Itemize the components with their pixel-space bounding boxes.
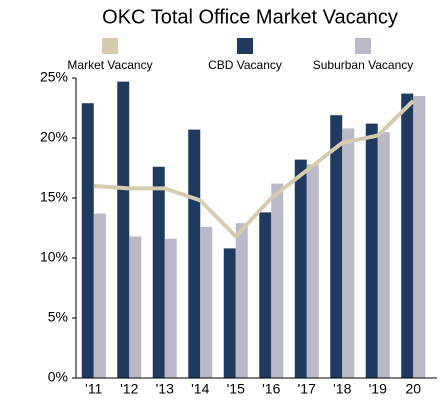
bar [188,129,201,378]
bar [235,223,248,378]
legend-label: Market Vacancy [67,58,152,72]
y-tick-label: 10% [40,249,68,265]
bar [377,132,390,378]
bar [152,166,165,378]
line [93,99,415,239]
y-tick-label: 25% [40,69,68,85]
x-tick-label: '13 [156,381,174,397]
bar [117,81,130,378]
x-tick-label: '18 [333,381,351,397]
bar [164,238,177,378]
y-tick-label: 20% [40,129,68,145]
y-tick-label: 15% [40,189,68,205]
bar [342,128,355,378]
bar [93,213,106,378]
x-tick-label: '17 [298,381,316,397]
legend-swatch [102,38,118,54]
x-tick-label: '11 [85,381,102,397]
bar [271,183,284,378]
legend-swatch [355,38,371,54]
x-tick-label: '16 [262,381,280,397]
y-tick-label: 5% [48,309,68,325]
bar [413,96,426,378]
legend-label: Suburban Vacancy [313,58,414,72]
legend-swatch [237,38,253,54]
bar [259,212,272,378]
legend-label: CBD Vacancy [208,58,282,72]
bar [365,123,378,378]
x-tick-label: '12 [120,381,138,397]
bar [81,103,94,378]
x-tick-label: '19 [369,381,387,397]
chart-title: OKC Total Office Market Vacancy [102,6,398,28]
y-tick-label: 0% [48,369,68,385]
bar [200,226,213,378]
x-tick-label: '15 [227,381,245,397]
bar [129,236,142,378]
bar [306,164,319,378]
bar [330,115,343,378]
x-tick-label: 20 [405,381,421,397]
bar [401,93,414,378]
x-tick-label: '14 [191,381,209,397]
bar [223,248,236,378]
bar [294,159,307,378]
